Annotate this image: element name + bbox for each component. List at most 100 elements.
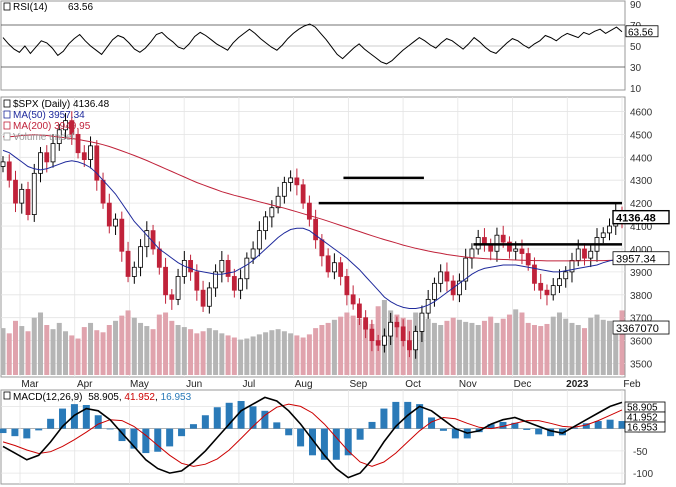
price-tick-label: 4600 bbox=[630, 107, 653, 118]
candle-body bbox=[563, 271, 569, 280]
candle-body bbox=[469, 248, 475, 259]
volume-bar bbox=[31, 317, 37, 375]
candle-body bbox=[457, 280, 462, 296]
volume-bar bbox=[150, 329, 156, 375]
volume-bar bbox=[38, 312, 44, 375]
histogram-bar bbox=[570, 427, 578, 429]
rsi-line bbox=[2, 23, 623, 65]
volume-bar bbox=[325, 322, 331, 375]
candle-body bbox=[88, 145, 93, 160]
volume-bar bbox=[144, 326, 150, 375]
volume-bar bbox=[306, 334, 312, 375]
candlesticks bbox=[0, 111, 625, 359]
price-tick-label: 3800 bbox=[630, 291, 653, 302]
histogram-bar bbox=[35, 428, 43, 431]
candle-body bbox=[525, 253, 531, 266]
volume-bar bbox=[525, 322, 531, 375]
volume-bar bbox=[538, 326, 544, 375]
volume-bar bbox=[288, 333, 294, 375]
rsi-tick-label: 30 bbox=[630, 63, 642, 74]
candle-body bbox=[156, 248, 162, 268]
candle-body bbox=[438, 271, 444, 284]
volume-bar bbox=[219, 333, 225, 375]
candle-body bbox=[31, 172, 37, 215]
price-tick-label: 4400 bbox=[630, 153, 653, 164]
candle-body bbox=[256, 230, 262, 250]
candle-body bbox=[200, 289, 206, 307]
macd-label-histogram: 16.953 bbox=[161, 392, 192, 403]
volume-bar bbox=[225, 335, 231, 375]
candle-body bbox=[231, 276, 237, 291]
histogram-bar bbox=[106, 428, 114, 430]
candle-body bbox=[582, 248, 587, 259]
candle-body bbox=[44, 152, 50, 163]
candle-body bbox=[50, 143, 56, 163]
candle-body bbox=[356, 303, 362, 319]
candle-body bbox=[444, 271, 450, 282]
histogram-bar bbox=[297, 428, 305, 447]
histogram-bar bbox=[249, 406, 257, 429]
candle-body bbox=[13, 179, 18, 204]
volume-bar bbox=[581, 328, 587, 375]
volume-bar bbox=[75, 338, 81, 375]
price-value-tag-label: 3957.34 bbox=[616, 254, 656, 266]
candle-body bbox=[407, 340, 412, 351]
histogram-bar bbox=[261, 410, 269, 429]
volume-bar bbox=[131, 317, 137, 375]
histogram-bar bbox=[451, 428, 459, 439]
macd-legend: MACD(12,26,9) 58.905, 41.952, 16.953 bbox=[3, 391, 192, 403]
x-tick-label: Aug bbox=[295, 379, 313, 390]
histogram-bar bbox=[380, 408, 388, 429]
volume-bar bbox=[394, 314, 400, 375]
candle-body bbox=[344, 276, 350, 296]
x-tick-label: Oct bbox=[405, 379, 421, 390]
x-tick-label: Nov bbox=[459, 379, 477, 390]
candle-body bbox=[350, 294, 356, 305]
volume-bar bbox=[175, 325, 181, 375]
volume-bar bbox=[244, 338, 250, 375]
volume-bar bbox=[513, 309, 519, 375]
volume-bar bbox=[100, 332, 106, 375]
macd-label-sep-2: , bbox=[155, 392, 161, 403]
volume-bar bbox=[156, 314, 162, 375]
candle-body bbox=[163, 266, 168, 296]
histogram-bar bbox=[189, 424, 197, 429]
candle-body bbox=[294, 177, 300, 186]
macd-value-tag-label: 41.952 bbox=[627, 413, 658, 424]
volume-bar bbox=[263, 332, 269, 375]
volume-bar bbox=[19, 326, 25, 375]
price-tick-label: 4100 bbox=[630, 222, 653, 233]
legend-swatch bbox=[3, 121, 11, 130]
candle-body bbox=[607, 225, 612, 234]
candle-body bbox=[400, 326, 406, 342]
volume-bar bbox=[575, 325, 581, 375]
legend-swatch bbox=[3, 132, 11, 141]
histogram-bar bbox=[201, 415, 209, 429]
volume-bar bbox=[356, 318, 362, 375]
candle-body bbox=[194, 271, 200, 291]
volume-bar bbox=[269, 330, 275, 375]
histogram-bar bbox=[618, 421, 626, 429]
volume-bar bbox=[519, 312, 525, 375]
volume-bar bbox=[138, 322, 144, 375]
candle-body bbox=[106, 202, 112, 227]
candle-body bbox=[181, 260, 187, 277]
candle-body bbox=[131, 266, 137, 277]
price-panel: 4600 4500 4400 4300 4200 4100 4000 3900 3800 3700… bbox=[0, 96, 670, 390]
volume-bar bbox=[444, 320, 450, 375]
volume-bar bbox=[125, 310, 131, 375]
price-value-tag bbox=[612, 209, 670, 225]
candle-body bbox=[169, 294, 175, 300]
histogram-bar bbox=[225, 402, 233, 429]
histogram-bar bbox=[499, 421, 507, 429]
volume-bar bbox=[213, 330, 219, 375]
candle-body bbox=[532, 264, 537, 284]
x-tick-label: 2023 bbox=[566, 379, 589, 390]
volume-bar bbox=[481, 320, 487, 375]
histogram-bar bbox=[582, 423, 590, 429]
rsi-label: RSI(14) bbox=[13, 2, 47, 13]
x-tick-label: May bbox=[130, 379, 149, 390]
price-value-tag-label: 4136.48 bbox=[616, 213, 656, 225]
price-legend-swatch bbox=[3, 99, 11, 108]
